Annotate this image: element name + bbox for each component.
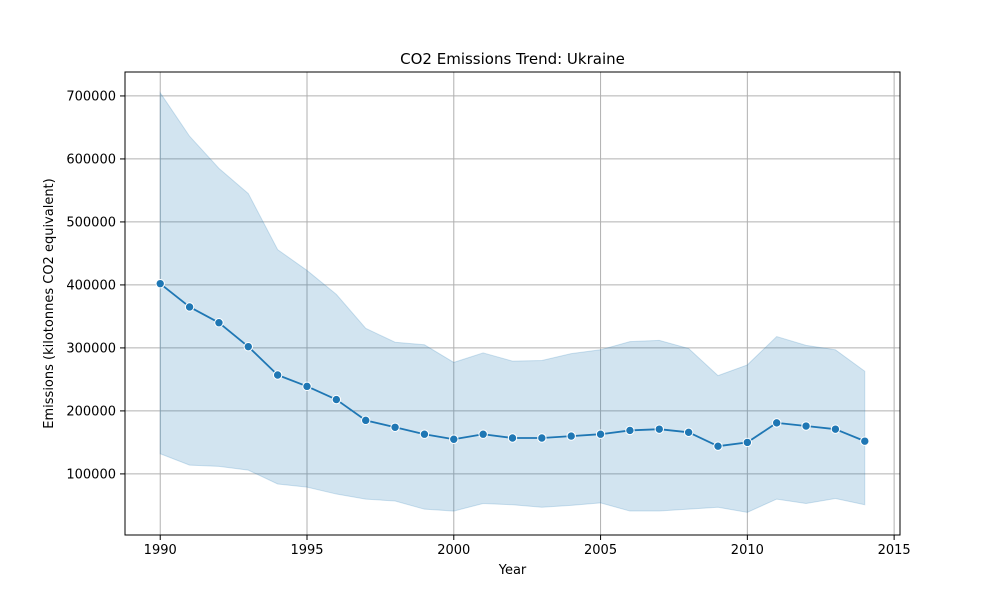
x-tick-label: 1990 (144, 543, 177, 558)
data-point (478, 429, 488, 439)
data-point (243, 341, 253, 352)
y-tick-label: 200000 (66, 404, 116, 419)
y-axis-label: Emissions (kilotonnes CO2 equivalent) (42, 178, 57, 428)
data-point (272, 370, 283, 380)
data-point (419, 429, 430, 439)
y-tick-label: 700000 (66, 89, 116, 104)
data-point (537, 433, 547, 443)
data-point (713, 441, 723, 451)
grid (125, 72, 900, 535)
data-point (449, 434, 459, 444)
y-tick-label: 600000 (66, 152, 116, 167)
data-point (830, 424, 841, 434)
y-tick-label: 300000 (66, 341, 116, 356)
x-tick-label: 2010 (731, 543, 764, 558)
x-axis-label: Year (498, 563, 527, 578)
data-point (801, 421, 811, 431)
data-point (860, 436, 870, 446)
data-point (214, 318, 224, 328)
x-tick-label: 2005 (584, 543, 617, 558)
y-tick-label: 500000 (66, 215, 116, 230)
x-tick-label: 2015 (878, 543, 911, 558)
data-point (507, 433, 518, 443)
x-tick-label: 1995 (290, 543, 323, 558)
data-point (184, 302, 195, 312)
data-point (595, 429, 606, 439)
data-point (331, 394, 342, 405)
y-tick-label: 100000 (66, 467, 116, 482)
x-axis-ticks: 1990 1995 2000 2005 2010 2015 (144, 535, 911, 558)
data-point (683, 427, 694, 438)
confidence-band-layer (159, 91, 866, 513)
data-point (302, 381, 312, 392)
data-point (155, 278, 165, 289)
data-points (155, 278, 870, 451)
data-point (566, 431, 576, 441)
data-point (742, 437, 753, 448)
data-point (625, 425, 635, 436)
chart-title: CO2 Emissions Trend: Ukraine (400, 50, 625, 68)
y-tick-label: 400000 (66, 278, 116, 293)
data-point (361, 415, 371, 426)
y-axis-ticks: 100000 200000 300000 400000 500000 600000 7000… (66, 89, 125, 482)
data-point (772, 418, 782, 428)
plot-area-frame (124, 71, 901, 536)
x-tick-label: 2000 (437, 543, 470, 558)
data-point (654, 424, 664, 434)
confidence-band (159, 91, 866, 513)
data-point (390, 422, 400, 432)
